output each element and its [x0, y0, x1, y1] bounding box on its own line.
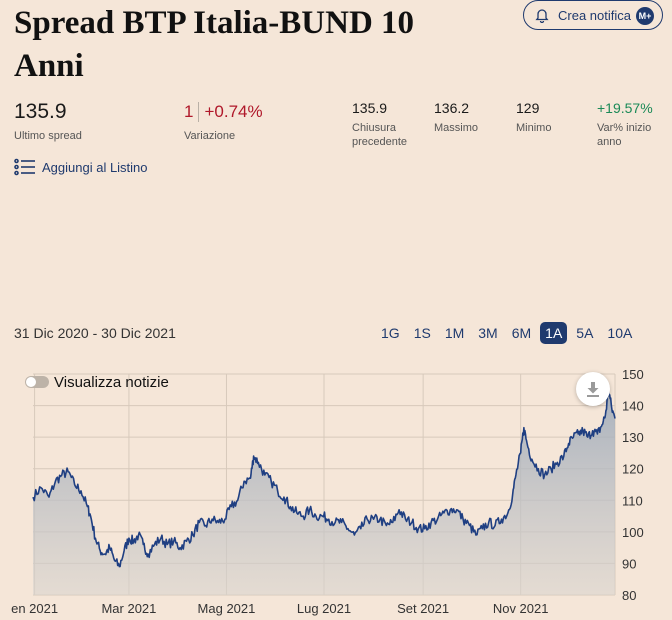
create-notification-label: Crea notifica [558, 7, 631, 23]
x-tick-label: Mar 2021 [101, 601, 156, 616]
y-tick-label: 100 [622, 525, 644, 540]
news-toggle-knob [26, 377, 36, 387]
y-tick-label: 90 [622, 556, 636, 571]
download-button[interactable] [576, 372, 610, 406]
y-tick-label: 140 [622, 399, 644, 414]
last-spread-label: Ultimo spread [14, 130, 82, 142]
low-value: 129 [516, 100, 540, 116]
last-spread-value: 135.9 [14, 100, 67, 123]
period-1s[interactable]: 1S [413, 325, 431, 341]
previous-close-value: 135.9 [352, 100, 388, 116]
change-divider [198, 102, 200, 122]
y-axis-ticks: 80 90 100 110 120 130 140 150 [622, 367, 644, 603]
notification-badge-icon: M+ [636, 7, 654, 25]
news-toggle[interactable] [25, 376, 49, 388]
y-tick-label: 130 [622, 430, 644, 445]
news-toggle-label: Visualizza notizie [54, 374, 169, 391]
add-to-watchlist-button[interactable]: Aggiungi al Listino [14, 158, 148, 176]
change: 1 +0.74% [184, 102, 263, 122]
x-tick-label: Set 2021 [397, 601, 449, 616]
date-range: 31 Dic 2020 - 30 Dic 2021 [14, 325, 176, 341]
period-6m[interactable]: 6M [511, 325, 532, 341]
high-label: Massimo [434, 122, 479, 134]
bell-icon [535, 9, 549, 23]
x-tick-label: Nov 2021 [493, 601, 549, 616]
change-label: Variazione [184, 130, 236, 142]
create-notification-button[interactable]: Crea notifica M+ [523, 0, 663, 30]
ytd-change-value: +19.57% [597, 100, 653, 116]
ytd-change-label: Var% inizio anno [597, 122, 652, 148]
x-tick-label: en 2021 [11, 601, 58, 616]
previous-close-label: Chiusura precedente [352, 122, 408, 148]
period-5a[interactable]: 5A [576, 325, 594, 341]
chart-series-line [32, 389, 616, 568]
list-icon [14, 158, 35, 176]
period-3m[interactable]: 3M [478, 325, 498, 341]
period-10a[interactable]: 10A [607, 325, 633, 341]
y-tick-label: 150 [622, 367, 644, 382]
download-icon [587, 382, 599, 397]
change-percent: +0.74% [204, 102, 263, 121]
chart-area-fill [33, 389, 615, 595]
page-title: Spread BTP Italia-BUND 10 Anni [14, 5, 415, 84]
period-1g[interactable]: 1G [381, 325, 400, 341]
y-tick-label: 80 [622, 588, 636, 603]
period-selector: 1G 1S 1M 3M 6M 1A 5A 10A [372, 322, 637, 344]
y-tick-label: 110 [622, 493, 643, 508]
add-to-watchlist-label: Aggiungi al Listino [42, 159, 148, 175]
period-1a[interactable]: 1A [540, 322, 568, 344]
x-tick-label: Lug 2021 [297, 601, 351, 616]
period-1m[interactable]: 1M [444, 325, 465, 341]
low-label: Minimo [516, 122, 552, 134]
y-tick-label: 120 [622, 462, 644, 477]
x-tick-label: Mag 2021 [198, 601, 256, 616]
high-value: 136.2 [434, 100, 470, 116]
x-axis-ticks: en 2021 Mar 2021 Mag 2021 Lug 2021 Set 2021 N… [11, 601, 548, 616]
change-absolute: 1 [184, 102, 194, 121]
